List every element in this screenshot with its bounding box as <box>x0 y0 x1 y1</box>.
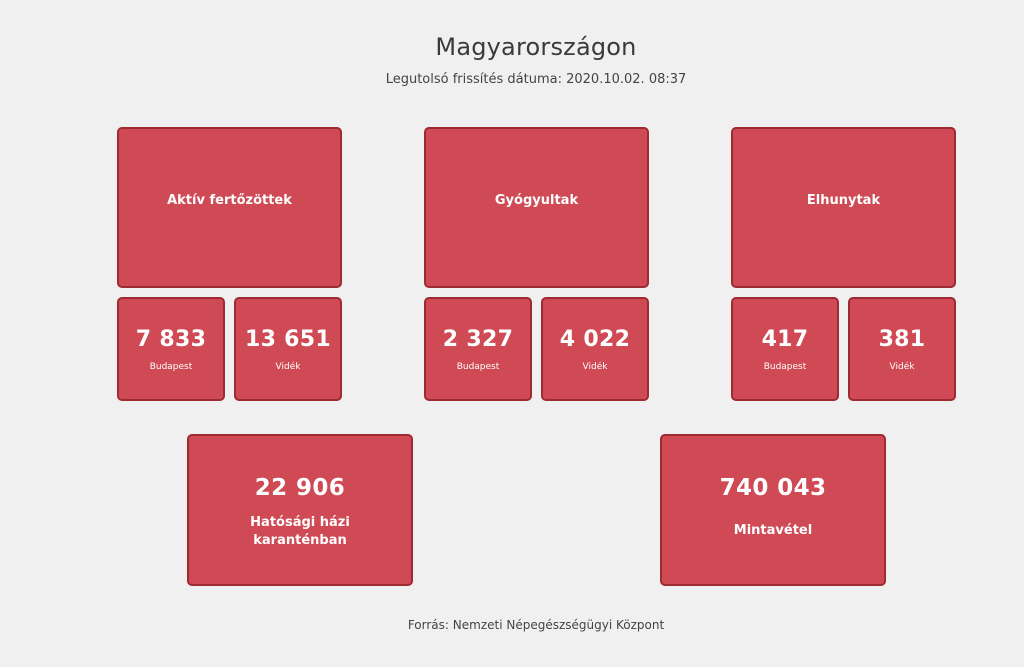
recovered-videk-card: 4 022 Vidék <box>541 297 649 401</box>
page-title: Magyarországon <box>435 33 637 61</box>
active-infected-card: Aktív fertőzöttek <box>117 127 342 288</box>
source-footer: Forrás: Nemzeti Népegészségügyi Központ <box>407 618 665 632</box>
recovered-budapest-label: Budapest <box>456 362 500 372</box>
sampling-card: 740 043 Mintavétel <box>660 434 886 586</box>
deceased-budapest-label: Budapest <box>763 362 807 372</box>
last-update-date: Legutolsó frissítés dátuma: 2020.10.02. … <box>385 72 687 87</box>
quarantine-label: Hatósági házi karanténban <box>250 515 350 548</box>
recovered-label: Gyógyultak <box>494 193 579 208</box>
deceased-label: Elhunytak <box>806 193 881 208</box>
deceased-videk-value: 381 <box>878 327 926 352</box>
sampling-label: Mintavétel <box>733 523 813 538</box>
quarantine-value: 22 906 <box>254 475 346 501</box>
deceased-videk-label: Vidék <box>889 362 915 372</box>
recovered-videk-label: Vidék <box>582 362 608 372</box>
active-infected-budapest-label: Budapest <box>149 362 193 372</box>
recovered-budapest-value: 2 327 <box>442 327 514 352</box>
active-infected-videk-card: 13 651 Vidék <box>234 297 342 401</box>
deceased-videk-card: 381 Vidék <box>848 297 956 401</box>
recovered-videk-value: 4 022 <box>559 327 631 352</box>
active-infected-videk-label: Vidék <box>275 362 301 372</box>
active-infected-videk-value: 13 651 <box>245 327 331 352</box>
sampling-value: 740 043 <box>719 475 827 501</box>
active-infected-budapest-value: 7 833 <box>135 327 207 352</box>
deceased-budapest-card: 417 Budapest <box>731 297 839 401</box>
active-infected-budapest-card: 7 833 Budapest <box>117 297 225 401</box>
recovered-card: Gyógyultak <box>424 127 649 288</box>
deceased-card: Elhunytak <box>731 127 956 288</box>
active-infected-label: Aktív fertőzöttek <box>167 193 292 208</box>
deceased-budapest-value: 417 <box>761 327 809 352</box>
quarantine-card: 22 906 Hatósági házi karanténban <box>187 434 413 586</box>
recovered-budapest-card: 2 327 Budapest <box>424 297 532 401</box>
